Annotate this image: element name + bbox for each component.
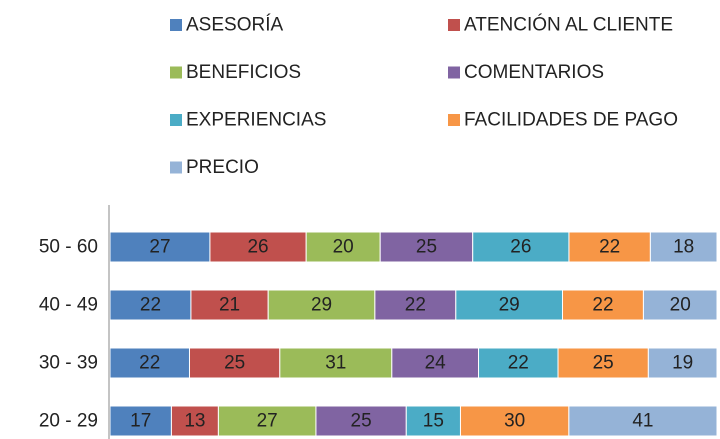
data-label: 15 [423, 411, 444, 432]
bar-segment [190, 289, 269, 321]
y-tick-label: 20 - 29 [39, 411, 98, 432]
bar-segment [557, 347, 649, 379]
data-label: 31 [325, 353, 346, 374]
data-label: 27 [149, 237, 170, 258]
bar-segment [188, 347, 281, 379]
data-label: 25 [224, 353, 245, 374]
data-label: 26 [510, 237, 531, 258]
data-label: 25 [351, 411, 372, 432]
legend-swatch [170, 114, 182, 126]
data-label: 26 [247, 237, 268, 258]
legend-swatch [448, 66, 460, 79]
bar-segment [568, 405, 718, 437]
legend-label: ATENCIÓN AL CLIENTE [464, 14, 673, 36]
y-tick-label: 30 - 39 [39, 353, 98, 374]
data-label: 25 [416, 237, 437, 258]
legend-swatch [448, 19, 460, 31]
y-tick-label: 40 - 49 [39, 295, 98, 316]
legend-label: EXPERIENCIAS [186, 110, 326, 131]
data-label: 41 [632, 411, 653, 432]
data-label: 22 [405, 295, 426, 316]
y-tick-label: 50 - 60 [39, 237, 98, 258]
bar-segment [649, 231, 718, 263]
data-label: 17 [130, 411, 151, 432]
legend-label: ASESORÍA [186, 15, 283, 36]
bar-segment [217, 405, 317, 437]
legend-label: FACILIDADES DE PAGO [464, 110, 678, 131]
bar-segment [170, 405, 219, 437]
bar-segment [279, 347, 393, 379]
data-label: 22 [140, 295, 161, 316]
bar-segment [109, 289, 192, 321]
bar-segment [391, 347, 480, 379]
bar-segment [568, 231, 651, 263]
data-label: 22 [599, 237, 620, 258]
bar-segment [267, 289, 376, 321]
data-label: 25 [593, 353, 614, 374]
bar-segment [305, 231, 381, 263]
data-label: 22 [592, 295, 613, 316]
data-label: 21 [219, 295, 240, 316]
data-label: 22 [508, 353, 529, 374]
bar-segment [455, 289, 563, 321]
bar-segment [209, 231, 307, 263]
data-label: 27 [257, 411, 278, 432]
bar-segment [561, 289, 644, 321]
data-label: 22 [139, 353, 160, 374]
data-label: 29 [499, 295, 520, 316]
data-label: 20 [670, 295, 691, 316]
data-label: 29 [311, 295, 332, 316]
data-label: 24 [425, 353, 447, 374]
legend-swatch [448, 114, 460, 126]
bar-segment [642, 289, 718, 321]
data-label: 13 [184, 411, 205, 432]
bar-segment [374, 289, 457, 321]
data-label: 19 [672, 353, 693, 374]
legend-label: BENEFICIOS [186, 62, 301, 83]
legend-label: COMENTARIOS [464, 62, 604, 83]
data-label: 30 [504, 411, 525, 432]
data-label: 20 [333, 237, 354, 258]
legend-swatch [170, 19, 182, 31]
bar-segment [647, 347, 718, 379]
legend-label: PRECIO [186, 157, 259, 178]
data-label: 18 [673, 237, 694, 258]
bar-segment [459, 405, 570, 437]
legend-swatch [170, 66, 182, 79]
bar-segment [472, 231, 570, 263]
legend-swatch [170, 161, 182, 174]
